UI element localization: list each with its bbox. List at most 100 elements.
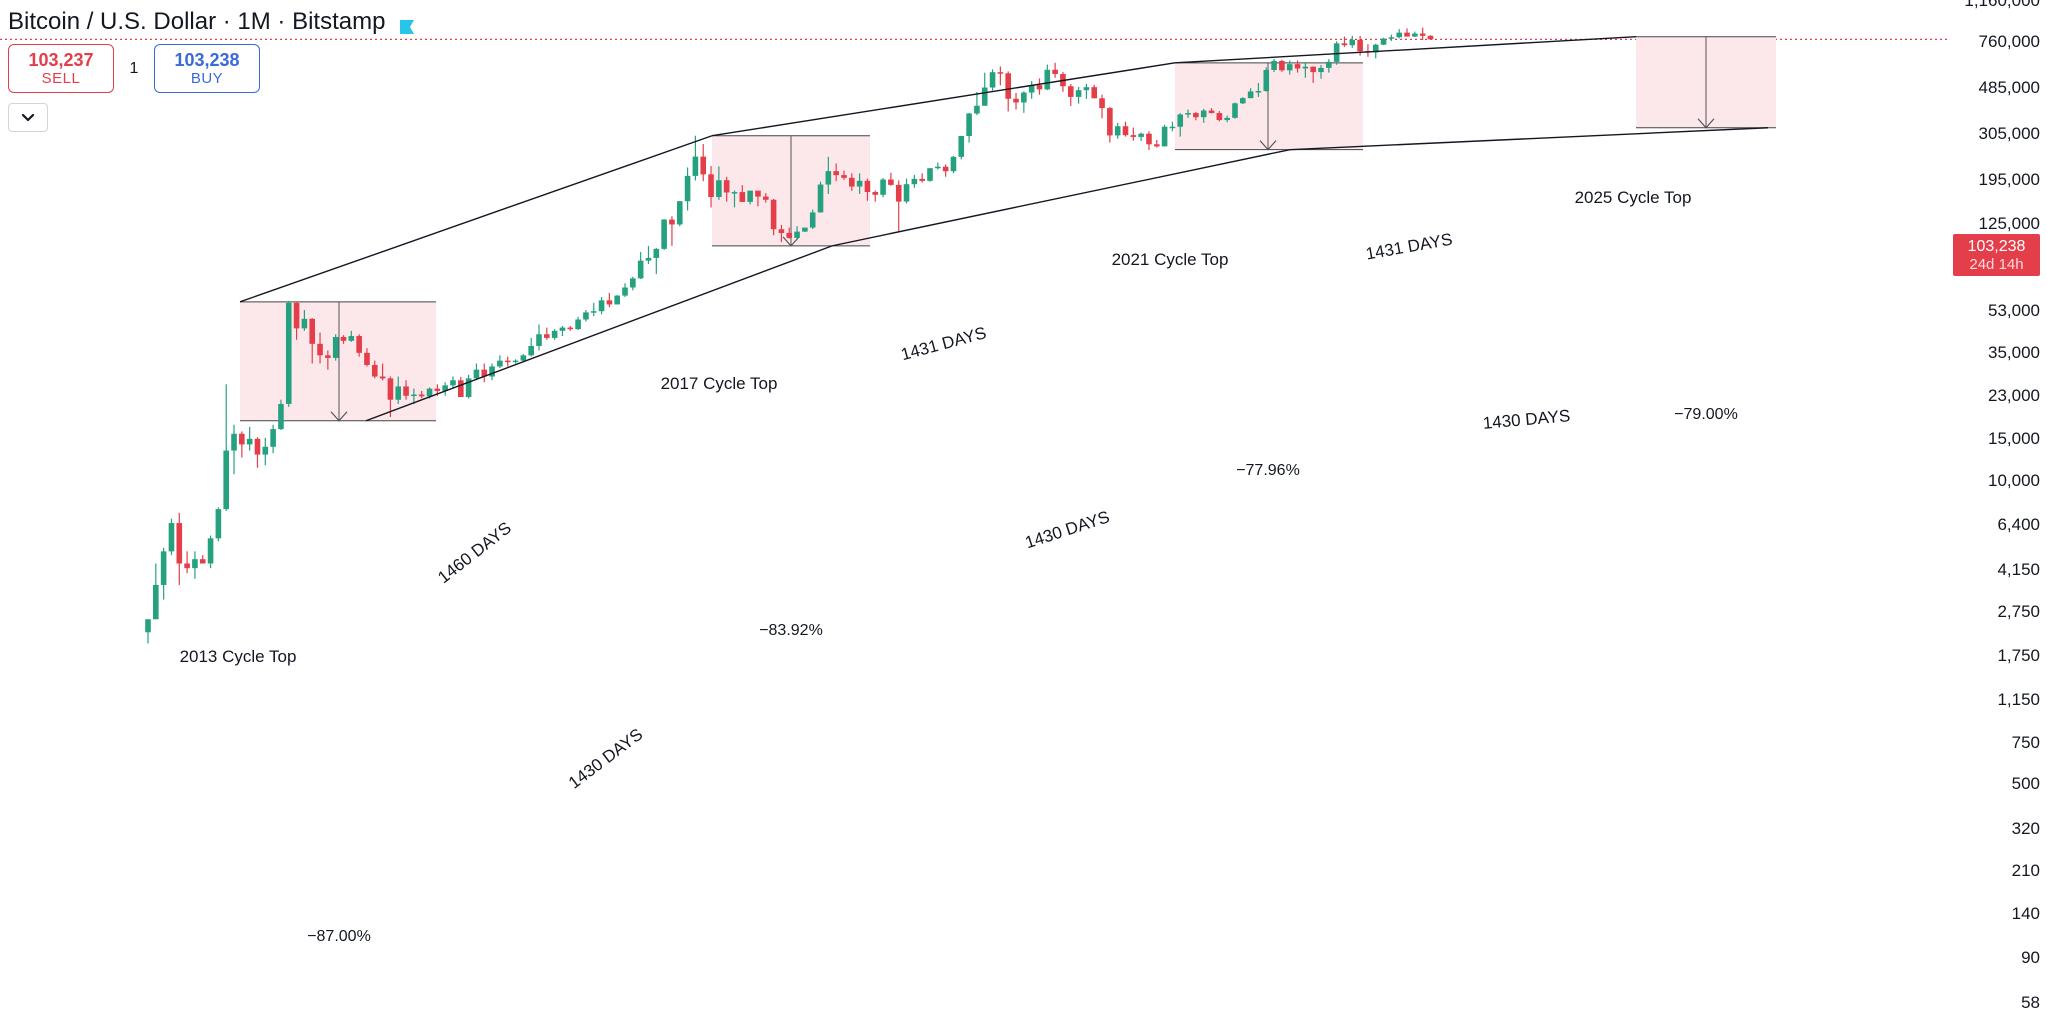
y-axis-tick-label: 485,000	[1979, 78, 2040, 97]
drawdown-box	[240, 301, 436, 421]
candle-body	[1122, 126, 1129, 136]
trade-panel: 103,237 SELL 1 103,238 BUY	[8, 44, 260, 93]
top-span-label: 1431 DAYS	[899, 323, 989, 364]
y-axis-tick-label: 140	[2012, 904, 2040, 923]
top-span-label: 1460 DAYS	[434, 518, 515, 587]
quantity-value[interactable]: 1	[129, 59, 139, 77]
candle-body	[872, 192, 879, 195]
candle-body	[262, 446, 269, 455]
y-axis-tick-label: 1,150	[1997, 690, 2040, 709]
candle-body	[1099, 98, 1105, 109]
candle-body	[1263, 69, 1270, 92]
candle-body	[1028, 85, 1035, 93]
candle-body	[1208, 110, 1215, 114]
candle-body	[153, 584, 159, 620]
sell-price: 103,237	[28, 50, 94, 70]
candle-body	[622, 287, 628, 296]
candle-body	[723, 180, 730, 193]
chevron-down-icon	[21, 113, 35, 121]
bottom-span-label: 1430 DAYS	[1023, 507, 1112, 552]
candle-body	[903, 184, 910, 202]
candle-body	[708, 174, 714, 198]
y-axis-tick-label: 305,000	[1979, 124, 2040, 143]
candle-body	[880, 179, 886, 195]
sell-button[interactable]: 103,237 SELL	[8, 44, 114, 93]
candle-body	[692, 156, 699, 176]
candle-body	[989, 72, 996, 88]
candle-body	[411, 394, 417, 397]
cycle-top-label: 2021 Cycle Top	[1112, 250, 1229, 269]
symbol-title[interactable]: Bitcoin / U.S. Dollar · 1M · Bitstamp	[8, 8, 386, 35]
candle-body	[935, 166, 941, 169]
cycle-top-label: 2017 Cycle Top	[661, 374, 778, 393]
candle-body	[239, 433, 245, 445]
candle-body	[849, 177, 855, 187]
drawdown-label: −77.96%	[1236, 462, 1300, 479]
sell-label: SELL	[41, 70, 81, 87]
buy-button[interactable]: 103,238 BUY	[154, 44, 260, 93]
candle-body	[395, 386, 402, 400]
candle-body	[1380, 38, 1387, 45]
candle-body	[231, 433, 237, 451]
candle-body	[176, 523, 183, 564]
candle-body	[1341, 43, 1348, 46]
y-axis-tick-label: 15,000	[1988, 429, 2040, 448]
cycle-top-trendline	[711, 62, 1176, 137]
candle-body	[465, 378, 472, 398]
candle-body	[1372, 44, 1379, 53]
candle-body	[1396, 32, 1402, 38]
candle-body	[473, 369, 480, 379]
drawdown-arrowhead	[1697, 118, 1715, 129]
candle-body	[911, 178, 918, 185]
candle-body	[919, 178, 925, 181]
candle-body	[497, 360, 503, 367]
drawdown-arrowhead	[782, 236, 800, 247]
candle-body	[160, 551, 167, 585]
candle-body	[223, 450, 229, 510]
candle-body	[528, 345, 534, 356]
candle-body	[1083, 87, 1090, 91]
candle-body	[559, 327, 566, 331]
candle-body	[841, 175, 847, 178]
candle-body	[544, 334, 550, 338]
drawdown-arrowhead	[1259, 140, 1277, 151]
candle-body	[1419, 33, 1426, 36]
candle-body	[1357, 39, 1363, 52]
candle-body	[630, 278, 636, 288]
y-axis-tick-label: 58	[2021, 993, 2040, 1012]
current-price-label: 103,238 24d 14h	[1953, 234, 2040, 276]
bottom-span-label: 1430 DAYS	[1482, 406, 1571, 433]
candle-body	[856, 180, 863, 187]
candle-body	[1044, 69, 1051, 90]
candle-body	[434, 388, 441, 391]
y-axis[interactable]: 1,160,000 760,000 485,000 305,000 195,000 125…	[1964, 0, 2040, 1012]
candle-body	[1427, 35, 1434, 40]
cycle-top-label: 2025 Cycle Top	[1575, 188, 1692, 207]
candle-body	[199, 559, 206, 564]
candle-body	[794, 231, 800, 238]
candle-body	[1318, 67, 1324, 73]
current-price-value: 103,238	[1967, 237, 2026, 255]
candle-body	[1185, 113, 1191, 115]
candle-body	[356, 336, 362, 353]
drawdown-label: −87.00%	[307, 928, 371, 945]
candle-body	[192, 559, 198, 569]
expand-dropdown-button[interactable]	[8, 103, 48, 132]
candle-body	[270, 429, 276, 447]
candle-body	[1138, 133, 1144, 137]
candle-body	[1240, 98, 1246, 104]
candle-body	[637, 260, 644, 279]
y-axis-tick-label: 4,150	[1997, 560, 2040, 579]
candle-body	[653, 248, 660, 258]
candle-body	[426, 388, 433, 397]
candle-body	[489, 366, 495, 377]
candle-body	[364, 352, 370, 365]
candle-body	[1161, 126, 1168, 147]
flag-icon[interactable]	[399, 14, 415, 34]
y-axis-tick-label: 195,000	[1979, 170, 2040, 189]
candle-body	[1107, 108, 1113, 136]
y-axis-tick-label: 35,000	[1988, 343, 2040, 362]
candle-body	[418, 394, 425, 397]
candle-body	[739, 192, 746, 202]
